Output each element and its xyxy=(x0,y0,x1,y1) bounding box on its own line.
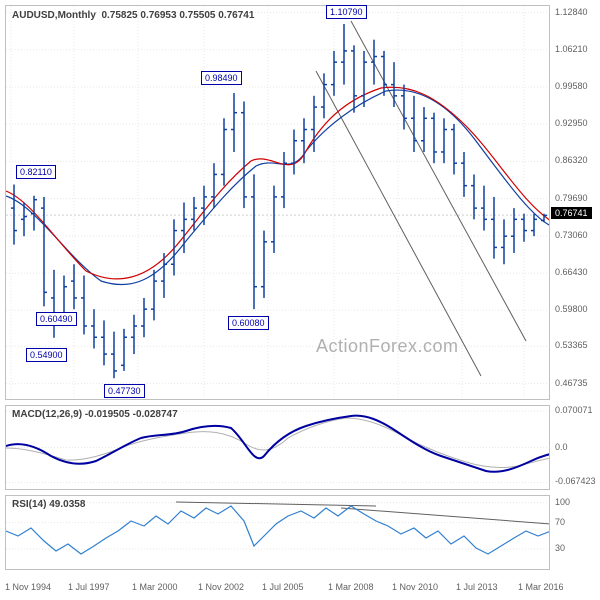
watermark: ActionForex.com xyxy=(316,336,459,357)
chart-title: AUDUSD,Monthly 0.75825 0.76953 0.75505 0… xyxy=(12,10,254,21)
x-tick-label: 1 Jul 2005 xyxy=(262,582,304,592)
macd-title: MACD(12,26,9) -0.019505 -0.028747 xyxy=(12,409,178,420)
rsi-title: RSI(14) 49.0358 xyxy=(12,499,85,510)
x-tick-label: 1 Nov 2010 xyxy=(392,582,438,592)
x-tick-label: 1 Nov 2002 xyxy=(198,582,244,592)
price-label: 1.10790 xyxy=(326,5,367,19)
price-chart-panel[interactable]: AUDUSD,Monthly 0.75825 0.76953 0.75505 0… xyxy=(5,5,550,400)
x-tick-label: 1 Jul 2013 xyxy=(456,582,498,592)
price-label: 0.98490 xyxy=(201,71,242,85)
price-chart-svg xyxy=(6,6,549,399)
price-label: 0.47730 xyxy=(104,384,145,398)
rsi-svg xyxy=(6,496,549,569)
price-label: 0.60080 xyxy=(228,316,269,330)
macd-panel[interactable]: MACD(12,26,9) -0.019505 -0.028747 xyxy=(5,405,550,490)
current-price-badge: 0.76741 xyxy=(551,207,592,219)
rsi-panel[interactable]: RSI(14) 49.0358 xyxy=(5,495,550,570)
x-tick-label: 1 Jul 1997 xyxy=(68,582,110,592)
x-tick-label: 1 Mar 2000 xyxy=(132,582,178,592)
price-label: 0.82110 xyxy=(16,165,56,179)
x-tick-label: 1 Mar 2016 xyxy=(518,582,564,592)
price-label: 0.54900 xyxy=(26,348,67,362)
x-tick-label: 1 Mar 2008 xyxy=(328,582,374,592)
x-tick-label: 1 Nov 1994 xyxy=(5,582,51,592)
x-axis: 1 Nov 1994 1 Jul 1997 1 Mar 2000 1 Nov 2002… xyxy=(0,572,600,597)
price-label: 0.60490 xyxy=(36,312,77,326)
